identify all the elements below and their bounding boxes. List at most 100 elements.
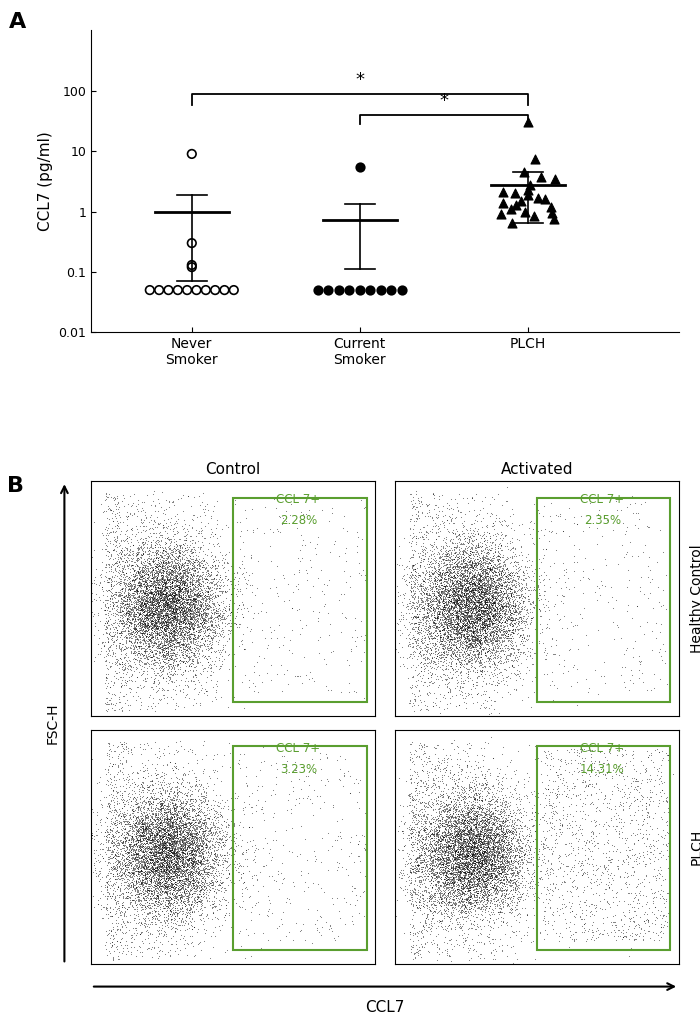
- Point: [511, 816, 522, 832]
- Point: [171, 833, 182, 850]
- Point: [183, 615, 194, 631]
- Point: [488, 564, 499, 581]
- Point: [229, 689, 240, 705]
- Point: [188, 630, 199, 647]
- Point: [419, 636, 430, 653]
- Point: [169, 584, 180, 600]
- Point: [432, 528, 443, 544]
- Point: [216, 621, 228, 637]
- Point: [145, 832, 156, 849]
- Point: [140, 634, 151, 651]
- Point: [460, 854, 471, 870]
- Point: [476, 614, 487, 630]
- Point: [500, 560, 512, 577]
- Point: [182, 611, 193, 627]
- Point: [493, 647, 504, 663]
- Point: [140, 840, 151, 857]
- Point: [473, 863, 484, 879]
- Point: [442, 568, 454, 585]
- Point: [444, 825, 455, 841]
- Point: [475, 627, 486, 644]
- Point: [169, 859, 180, 875]
- Point: [437, 600, 448, 616]
- Point: [470, 542, 481, 558]
- Point: [148, 855, 160, 871]
- Point: [487, 813, 498, 829]
- Point: [442, 852, 453, 868]
- Point: [177, 600, 188, 616]
- Point: [463, 845, 475, 862]
- Point: [465, 602, 476, 618]
- Point: [190, 822, 201, 838]
- Point: [125, 576, 136, 592]
- Point: [498, 654, 510, 670]
- Point: [170, 560, 181, 577]
- Point: [202, 683, 213, 699]
- Point: [358, 883, 370, 899]
- Point: [484, 886, 495, 902]
- Point: [153, 877, 164, 893]
- Point: [440, 579, 451, 595]
- Point: [503, 844, 514, 861]
- Point: [468, 557, 480, 573]
- Point: [227, 875, 238, 891]
- Point: [179, 605, 190, 621]
- Point: [158, 800, 169, 816]
- Point: [454, 542, 465, 558]
- Point: [543, 793, 554, 809]
- Point: [168, 858, 179, 874]
- Point: [181, 872, 192, 888]
- Point: [157, 840, 168, 857]
- Point: [549, 598, 560, 614]
- Point: [521, 804, 532, 820]
- Point: [524, 850, 535, 866]
- Point: [170, 843, 181, 860]
- Point: [465, 864, 476, 880]
- Point: [589, 896, 600, 912]
- Point: [660, 908, 671, 925]
- Point: [140, 891, 151, 907]
- Point: [159, 864, 170, 880]
- Point: [466, 609, 477, 625]
- Point: [232, 577, 244, 593]
- Point: [206, 631, 217, 648]
- Point: [455, 504, 466, 521]
- Point: [146, 860, 158, 876]
- Point: [157, 836, 168, 853]
- Point: [142, 793, 153, 809]
- Point: [165, 841, 176, 858]
- Point: [468, 623, 480, 639]
- Point: [140, 819, 151, 835]
- Point: [316, 908, 327, 925]
- Point: [428, 563, 440, 580]
- Point: [477, 840, 488, 857]
- Point: [284, 506, 295, 523]
- Point: [445, 810, 456, 826]
- Point: [187, 616, 198, 632]
- Point: [475, 644, 486, 660]
- Point: [202, 621, 213, 637]
- Point: [164, 830, 175, 847]
- Point: [146, 777, 158, 794]
- Point: [480, 589, 491, 605]
- Point: [167, 580, 178, 596]
- Point: [484, 596, 495, 612]
- Point: [186, 582, 197, 598]
- Point: [159, 839, 170, 856]
- Point: [482, 822, 493, 838]
- Point: [473, 609, 484, 625]
- Point: [158, 877, 169, 893]
- Point: [144, 630, 155, 647]
- Point: [156, 809, 167, 825]
- Point: [175, 612, 186, 628]
- Point: [475, 855, 486, 871]
- Point: [461, 614, 472, 630]
- Point: [150, 899, 161, 916]
- Point: [558, 799, 569, 815]
- Point: [550, 925, 561, 941]
- Point: [153, 800, 164, 816]
- Point: [427, 879, 438, 895]
- Point: [173, 818, 184, 834]
- Point: [174, 869, 185, 885]
- Point: [104, 765, 116, 782]
